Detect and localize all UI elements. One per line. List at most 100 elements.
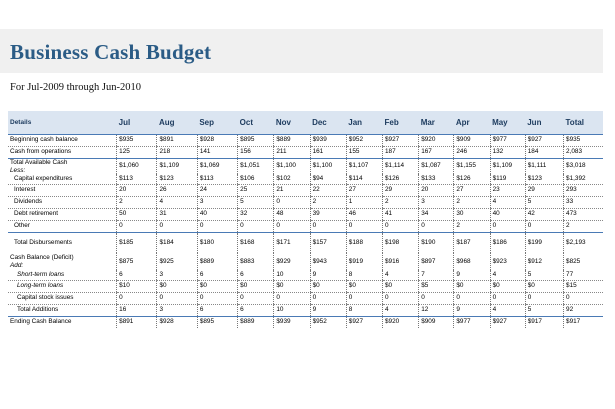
month-header: Nov: [273, 111, 311, 135]
month-value: 0: [489, 220, 526, 233]
month-value: $1,051: [237, 158, 274, 174]
month-value: 40: [196, 208, 238, 221]
month-header: Apr: [453, 111, 491, 135]
month-value: $119: [489, 173, 526, 186]
month-value: 5: [524, 196, 564, 209]
month-value: $106: [237, 173, 274, 186]
month-value: 218: [156, 146, 198, 159]
month-value: 0: [237, 220, 274, 233]
table-row-stock: Capital stock issues 0 0 0 0 0 0 0 0 0 0 0 0 0: [8, 292, 603, 305]
row-total-value: $15: [563, 280, 603, 294]
month-value: 2: [116, 196, 157, 209]
row-label: Total Available Cash Less:: [8, 158, 117, 174]
row-total-value: 2: [563, 220, 603, 233]
row-total-value: 2,083: [563, 146, 603, 159]
month-value: $927: [381, 134, 419, 147]
month-value: 3: [418, 196, 454, 209]
month-value: $187: [453, 232, 491, 253]
month-header: Jul: [116, 111, 157, 135]
month-value: $897: [418, 252, 454, 270]
month-value: 4: [156, 196, 198, 209]
month-value: 167: [418, 146, 454, 159]
cash-budget-table: Details Jul Aug Sep Oct Nov Dec Jan Feb …: [8, 111, 603, 328]
month-value: 0: [345, 220, 383, 233]
month-value: 9: [453, 304, 491, 317]
month-value: $0: [453, 280, 491, 294]
month-value: 10: [273, 269, 311, 282]
month-value: 3: [156, 269, 198, 282]
month-value: 10: [273, 304, 311, 317]
page-title: Business Cash Budget: [10, 40, 212, 64]
month-header: Oct: [237, 111, 274, 135]
month-value: $927: [489, 316, 526, 328]
month-value: 26: [156, 184, 198, 198]
month-value: $927: [345, 316, 383, 328]
month-value: 0: [237, 292, 274, 305]
month-value: $190: [418, 232, 454, 253]
month-value: 4: [489, 269, 526, 282]
table-row-interest: Interest 20 26 24 25 21 22 27 29 20 27 23 29 293: [8, 184, 603, 198]
header-row: Details Jul Aug Sep Oct Nov Dec Jan Feb …: [8, 111, 603, 135]
month-value: $883: [237, 252, 274, 270]
month-value: $977: [489, 134, 526, 147]
month-value: $185: [116, 232, 157, 253]
row-total-value: $2,193: [563, 232, 603, 253]
month-value: $114: [345, 173, 383, 186]
month-value: 40: [489, 208, 526, 221]
row-label: Cash from operations: [8, 146, 117, 159]
table-row-operations: Cash from operations 125 218 141 156 211 161 15…: [8, 146, 603, 159]
row-label: Debt retirement: [8, 208, 117, 221]
month-value: 31: [156, 208, 198, 221]
row-total-value: $935: [563, 134, 603, 147]
month-value: $0: [273, 280, 311, 294]
month-value: 24: [196, 184, 238, 198]
month-value: 32: [237, 208, 274, 221]
month-value: $157: [309, 232, 347, 253]
month-value: 6: [237, 304, 274, 317]
month-value: $180: [196, 232, 238, 253]
row-label-text: Cash Balance (Deficit): [10, 253, 74, 261]
month-value: $0: [524, 280, 564, 294]
month-value: $920: [381, 316, 419, 328]
month-value: $891: [156, 134, 198, 147]
month-value: $0: [237, 280, 274, 294]
month-value: 141: [196, 146, 238, 159]
month-value: 29: [524, 184, 564, 198]
month-value: 2: [309, 196, 347, 209]
month-value: $186: [489, 232, 526, 253]
month-value: 22: [309, 184, 347, 198]
month-value: 5: [524, 304, 564, 317]
month-value: 46: [345, 208, 383, 221]
row-label-text: Total Available Cash: [10, 158, 68, 166]
row-total-value: 92: [563, 304, 603, 317]
row-total-value: 33: [563, 196, 603, 209]
month-value: $919: [345, 252, 383, 270]
month-value: 0: [381, 220, 419, 233]
month-value: $928: [156, 316, 198, 328]
month-value: 16: [116, 304, 157, 317]
month-value: 0: [489, 292, 526, 305]
month-value: 0: [309, 292, 347, 305]
month-value: $198: [381, 232, 419, 253]
month-value: $920: [418, 134, 454, 147]
month-value: $113: [116, 173, 157, 186]
month-value: 23: [489, 184, 526, 198]
month-value: 0: [156, 220, 198, 233]
month-value: $977: [453, 316, 491, 328]
month-value: $0: [345, 280, 383, 294]
row-label: Long-term loans: [8, 280, 117, 294]
table-row-total-disb: Total Disbursements $185 $184 $180 $168 $171 $…: [8, 232, 603, 253]
month-value: $188: [345, 232, 383, 253]
month-value: 187: [381, 146, 419, 159]
month-value: 34: [418, 208, 454, 221]
month-value: $1,100: [309, 158, 347, 174]
month-value: $171: [273, 232, 311, 253]
section-note: Add:: [10, 261, 24, 269]
row-label: Beginning cash balance: [8, 134, 117, 147]
month-value: $5: [418, 280, 454, 294]
month-value: $939: [273, 316, 311, 328]
row-total-value: 0: [563, 292, 603, 305]
month-value: $935: [116, 134, 157, 147]
table-row-debt: Debt retirement 50 31 40 32 48 39 46 41 34 30 40 42 4…: [8, 208, 603, 221]
month-header: Feb: [382, 111, 419, 135]
